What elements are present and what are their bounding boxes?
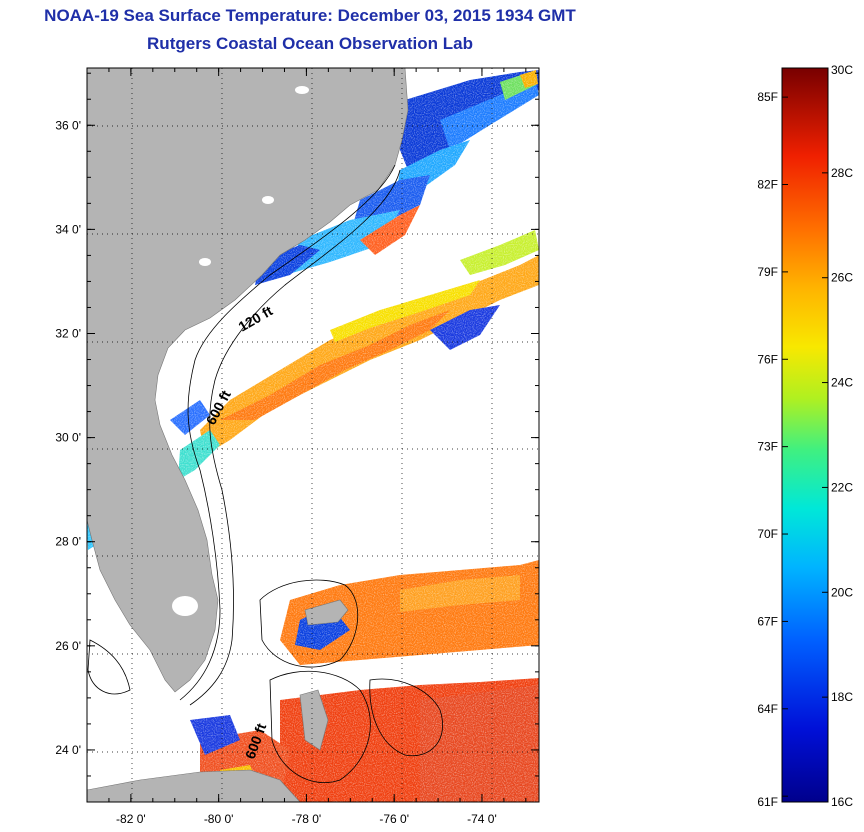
x-tick-label: -74 0' bbox=[467, 812, 497, 826]
map-frame bbox=[86, 67, 540, 803]
y-tick-label: 34 0' bbox=[55, 222, 81, 236]
colorbar-celsius-scale: 30C 28C 26C 24C 22C 20C 18C 16C bbox=[822, 63, 853, 809]
map-area: 120 ft 600 ft 600 ft bbox=[87, 68, 539, 802]
fahrenheit-label: 73F bbox=[757, 440, 778, 454]
depth-contours bbox=[87, 164, 443, 783]
land-mass bbox=[87, 68, 409, 802]
fahrenheit-label: 82F bbox=[757, 178, 778, 192]
celsius-label: 16C bbox=[831, 795, 853, 809]
fahrenheit-label: 64F bbox=[757, 702, 778, 716]
y-tick-label: 28 0' bbox=[55, 535, 81, 549]
celsius-label: 26C bbox=[831, 271, 853, 285]
x-tick-label: -76 0' bbox=[379, 812, 409, 826]
colorbar-gradient bbox=[781, 67, 829, 803]
y-axis: 36 0' 34 0' 32 0' 30 0' 28 0' 26 0' 24 0' bbox=[55, 72, 539, 803]
fahrenheit-label: 79F bbox=[757, 265, 778, 279]
colorbar-fahrenheit-scale: 85F 82F 79F 76F 73F 70F 67F 64F 61F bbox=[757, 90, 788, 809]
x-tick-label: -80 0' bbox=[204, 812, 234, 826]
celsius-label: 22C bbox=[831, 480, 853, 494]
x-tick-label: -82 0' bbox=[116, 812, 146, 826]
fahrenheit-label: 67F bbox=[757, 614, 778, 628]
y-tick-label: 36 0' bbox=[55, 118, 81, 132]
fahrenheit-label: 61F bbox=[757, 795, 778, 809]
fahrenheit-label: 76F bbox=[757, 352, 778, 366]
y-tick-label: 24 0' bbox=[55, 743, 81, 757]
map-subtitle: Rutgers Coastal Ocean Observation Lab bbox=[147, 34, 473, 53]
celsius-label: 28C bbox=[831, 166, 853, 180]
fahrenheit-label: 85F bbox=[757, 90, 778, 104]
x-axis: -82 0' -80 0' -78 0' -76 0' -74 0' bbox=[86, 68, 527, 826]
celsius-label: 24C bbox=[831, 376, 853, 390]
map-title: NOAA-19 Sea Surface Temperature: Decembe… bbox=[44, 6, 576, 25]
x-tick-label: -78 0' bbox=[292, 812, 322, 826]
celsius-label: 20C bbox=[831, 585, 853, 599]
y-tick-label: 32 0' bbox=[55, 326, 81, 340]
celsius-label: 30C bbox=[831, 63, 853, 77]
celsius-label: 18C bbox=[831, 690, 853, 704]
y-tick-label: 26 0' bbox=[55, 639, 81, 653]
y-tick-label: 30 0' bbox=[55, 431, 81, 445]
fahrenheit-label: 70F bbox=[757, 527, 778, 541]
lat-lon-grid bbox=[87, 68, 539, 802]
